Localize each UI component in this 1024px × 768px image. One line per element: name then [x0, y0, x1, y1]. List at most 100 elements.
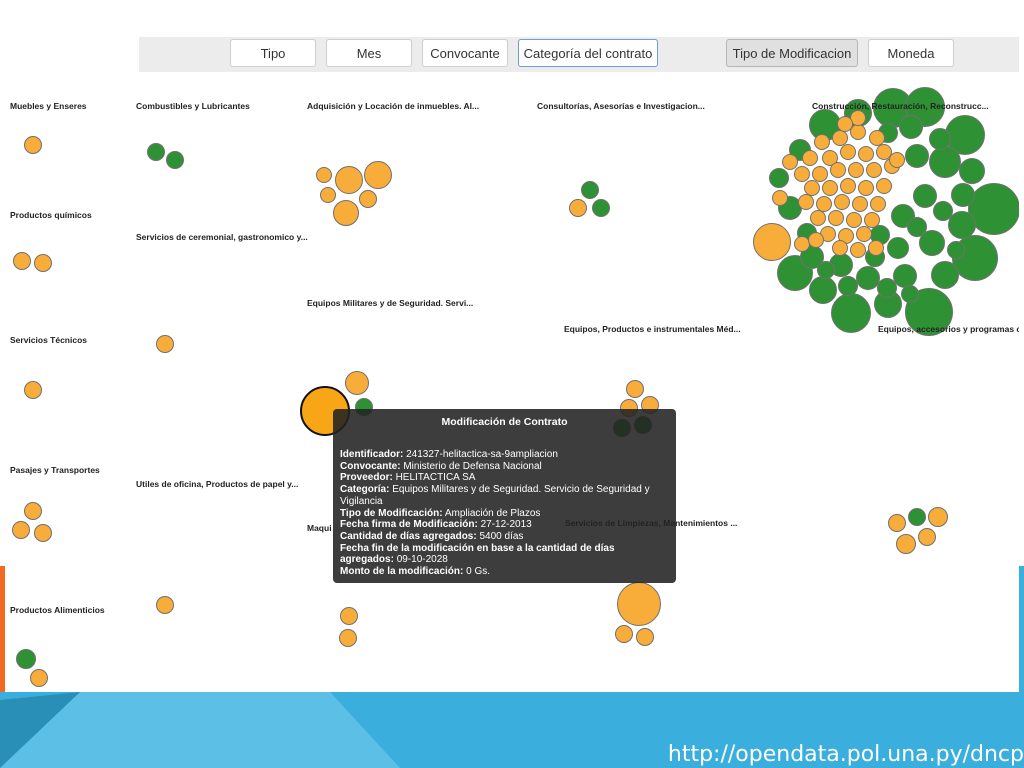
contract-bubble[interactable]	[840, 144, 856, 160]
contract-bubble[interactable]	[147, 143, 165, 161]
moneda-button[interactable]: Moneda	[868, 39, 954, 67]
contract-bubble[interactable]	[852, 196, 868, 212]
contract-bubble[interactable]	[876, 144, 892, 160]
contract-bubble[interactable]	[156, 335, 174, 353]
contract-bubble[interactable]	[887, 237, 909, 259]
contract-bubble[interactable]	[617, 582, 661, 626]
contract-bubble[interactable]	[931, 261, 959, 289]
contract-bubble[interactable]	[947, 241, 965, 259]
contract-bubble[interactable]	[893, 264, 917, 288]
contract-bubble[interactable]	[24, 502, 42, 520]
source-url[interactable]: http://opendata.pol.una.py/dncp	[667, 742, 1024, 767]
contract-bubble[interactable]	[24, 136, 42, 154]
contract-bubble[interactable]	[864, 212, 880, 228]
contract-bubble[interactable]	[769, 168, 789, 188]
contract-bubble[interactable]	[908, 508, 926, 526]
contract-bubble[interactable]	[333, 200, 359, 226]
contract-bubble[interactable]	[959, 158, 985, 184]
contract-bubble[interactable]	[907, 217, 927, 237]
contract-bubble[interactable]	[345, 371, 369, 395]
contract-bubble[interactable]	[802, 150, 818, 166]
contract-bubble[interactable]	[868, 240, 884, 256]
contract-bubble[interactable]	[12, 521, 30, 539]
contract-bubble[interactable]	[832, 240, 848, 256]
contract-bubble[interactable]	[834, 194, 850, 210]
contract-bubble[interactable]	[905, 144, 929, 168]
contract-bubble[interactable]	[772, 190, 788, 206]
contract-bubble[interactable]	[13, 252, 31, 270]
contract-bubble[interactable]	[34, 524, 52, 542]
contract-bubble[interactable]	[888, 514, 906, 532]
group-label: Servicios de ceremonial, gastronomico y.…	[136, 232, 308, 242]
contract-bubble[interactable]	[30, 669, 48, 687]
contract-bubble[interactable]	[320, 187, 336, 203]
contract-bubble[interactable]	[335, 166, 363, 194]
contract-bubble[interactable]	[828, 210, 844, 226]
contract-bubble[interactable]	[830, 162, 846, 178]
contract-bubble[interactable]	[798, 194, 814, 210]
contract-bubble[interactable]	[753, 223, 791, 261]
contract-bubble[interactable]	[34, 254, 52, 272]
contract-bubble[interactable]	[929, 146, 961, 178]
categoria-button[interactable]: Categoría del contrato	[518, 39, 658, 67]
contract-bubble[interactable]	[359, 190, 377, 208]
contract-bubble[interactable]	[794, 166, 810, 182]
tipo-button[interactable]: Tipo	[230, 39, 316, 67]
contract-bubble[interactable]	[810, 210, 826, 226]
mes-button[interactable]: Mes	[326, 39, 412, 67]
contract-bubble[interactable]	[817, 261, 835, 279]
contract-bubble[interactable]	[364, 161, 392, 189]
contract-bubble[interactable]	[968, 183, 1019, 235]
contract-bubble[interactable]	[615, 625, 633, 643]
contract-bubble[interactable]	[837, 116, 853, 132]
contract-bubble[interactable]	[16, 649, 36, 669]
contract-bubble[interactable]	[24, 381, 42, 399]
contract-bubble[interactable]	[316, 167, 332, 183]
contract-bubble[interactable]	[592, 199, 610, 217]
contract-bubble[interactable]	[626, 380, 644, 398]
contract-bubble[interactable]	[948, 211, 976, 239]
contract-bubble[interactable]	[858, 146, 874, 162]
contract-bubble[interactable]	[339, 629, 357, 647]
contract-bubble[interactable]	[340, 607, 358, 625]
contract-bubble[interactable]	[816, 196, 832, 212]
contract-bubble[interactable]	[876, 178, 892, 194]
contract-bubble[interactable]	[896, 534, 916, 554]
contract-bubble[interactable]	[901, 285, 919, 303]
contract-bubble[interactable]	[814, 134, 830, 150]
contract-bubble[interactable]	[840, 178, 856, 194]
contract-bubble[interactable]	[850, 242, 866, 258]
contract-bubble[interactable]	[933, 201, 953, 221]
contract-bubble[interactable]	[156, 596, 174, 614]
contract-bubble[interactable]	[782, 154, 798, 170]
contract-bubble[interactable]	[809, 276, 837, 304]
contract-bubble[interactable]	[636, 628, 654, 646]
contract-bubble[interactable]	[569, 199, 587, 217]
contract-bubble[interactable]	[929, 128, 951, 150]
contract-bubble[interactable]	[822, 180, 838, 196]
contract-bubble[interactable]	[846, 212, 862, 228]
contract-bubble[interactable]	[913, 184, 937, 208]
contract-bubble[interactable]	[804, 180, 820, 196]
contract-bubble[interactable]	[848, 162, 864, 178]
contract-bubble[interactable]	[831, 293, 871, 333]
contract-bubble[interactable]	[870, 196, 886, 212]
convocante-button[interactable]: Convocante	[422, 39, 508, 67]
contract-bubble[interactable]	[918, 528, 936, 546]
contract-bubble[interactable]	[899, 115, 923, 139]
contract-bubble[interactable]	[928, 507, 948, 527]
contract-bubble[interactable]	[866, 162, 882, 178]
contract-bubble[interactable]	[856, 266, 880, 290]
contract-bubble[interactable]	[877, 278, 897, 298]
contract-bubble[interactable]	[856, 226, 872, 242]
contract-bubble[interactable]	[812, 166, 828, 182]
contract-bubble[interactable]	[166, 151, 184, 169]
contract-bubble[interactable]	[869, 130, 885, 146]
contract-bubble[interactable]	[889, 152, 905, 168]
contract-bubble[interactable]	[951, 183, 975, 207]
tipo-modificacion-button[interactable]: Tipo de Modificacion	[726, 39, 858, 67]
contract-bubble[interactable]	[581, 181, 599, 199]
contract-bubble[interactable]	[838, 276, 858, 296]
contract-bubble[interactable]	[858, 180, 874, 196]
contract-bubble[interactable]	[808, 232, 824, 248]
